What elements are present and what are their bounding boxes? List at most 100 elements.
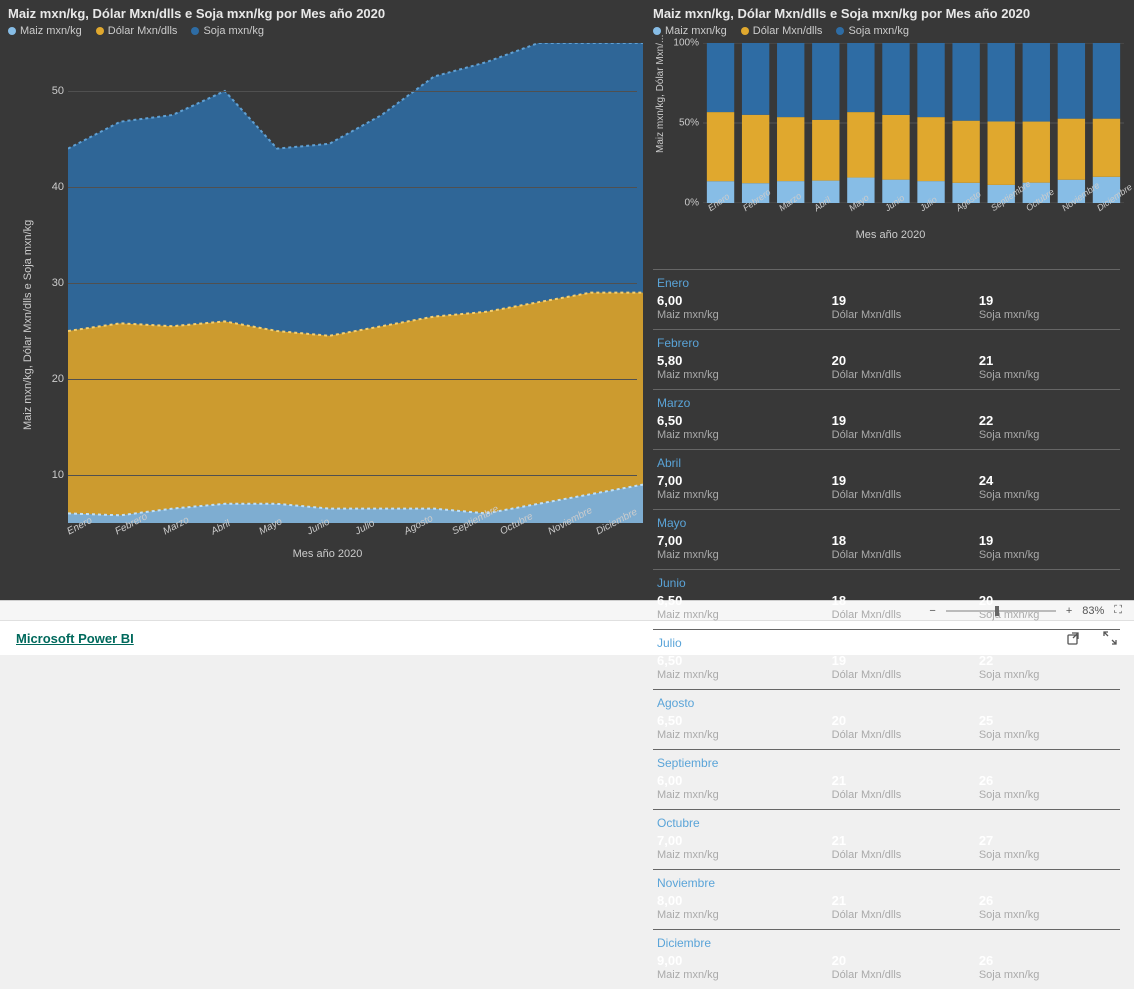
card-value: 19 — [979, 533, 1116, 548]
y-tick: 0% — [669, 198, 699, 209]
data-card[interactable]: Diciembre9,002026Maiz mxn/kgDólar Mxn/dl… — [653, 929, 1120, 989]
card-label: Dólar Mxn/dlls — [832, 669, 969, 681]
card-label: Maiz mxn/kg — [657, 909, 822, 921]
legend-item[interactable]: Dólar Mxn/dlls — [96, 25, 178, 37]
area-chart-svg — [68, 43, 643, 523]
data-card[interactable]: Octubre7,002127Maiz mxn/kgDólar Mxn/dlls… — [653, 809, 1120, 869]
card-month: Julio — [657, 636, 1116, 650]
card-value: 25 — [979, 713, 1116, 728]
area-chart-body[interactable]: 1020304050 — [68, 43, 637, 523]
card-label: Soja mxn/kg — [979, 369, 1116, 381]
card-value: 20 — [979, 593, 1116, 608]
card-month: Febrero — [657, 336, 1116, 350]
card-month: Enero — [657, 276, 1116, 290]
card-value: 7,00 — [657, 833, 822, 848]
card-label: Maiz mxn/kg — [657, 369, 822, 381]
bar-x-axis-label: Mes año 2020 — [653, 229, 1128, 241]
card-label: Maiz mxn/kg — [657, 309, 822, 321]
data-card[interactable]: Julio6,501922Maiz mxn/kgDólar Mxn/dllsSo… — [653, 629, 1120, 689]
card-value: 6,50 — [657, 653, 822, 668]
card-value: 9,00 — [657, 953, 822, 968]
card-value: 18 — [832, 533, 969, 548]
card-label: Maiz mxn/kg — [657, 429, 822, 441]
card-value: 22 — [979, 413, 1116, 428]
card-value: 19 — [832, 413, 969, 428]
legend-dot — [741, 27, 749, 35]
data-card[interactable]: Marzo6,501922Maiz mxn/kgDólar Mxn/dllsSo… — [653, 389, 1120, 449]
data-card[interactable]: Agosto6,502025Maiz mxn/kgDólar Mxn/dllsS… — [653, 689, 1120, 749]
cards-list: Enero 6,00 19 19 Maiz mxn/kg Dólar Mxn/dlls So… — [653, 269, 1128, 989]
area-chart-title: Maiz mxn/kg, Dólar Mxn/dlls e Soja mxn/k… — [8, 6, 647, 21]
legend-item[interactable]: Soja mxn/kg — [836, 25, 909, 37]
right-panel: Maiz mxn/kg, Dólar Mxn/dlls e Soja mxn/k… — [647, 0, 1134, 989]
card-value: 18 — [832, 593, 969, 608]
bar-chart-legend: Maiz mxn/kg Dólar Mxn/dlls Soja mxn/kg — [653, 25, 1128, 37]
legend-label: Dólar Mxn/dlls — [753, 25, 823, 37]
card-label: Soja mxn/kg — [979, 429, 1116, 441]
card-value: 22 — [979, 653, 1116, 668]
card-value: 20 — [832, 353, 969, 368]
card-label: Soja mxn/kg — [979, 909, 1116, 921]
card-label: Maiz mxn/kg — [657, 549, 822, 561]
card-label: Soja mxn/kg — [979, 549, 1116, 561]
zoom-slider-thumb[interactable] — [995, 606, 999, 616]
card-label: Dólar Mxn/dlls — [832, 369, 969, 381]
card-value: 6,50 — [657, 713, 822, 728]
data-card[interactable]: Junio6,501820Maiz mxn/kgDólar Mxn/dllsSo… — [653, 569, 1120, 629]
card-label: Maiz mxn/kg — [657, 669, 822, 681]
card-label: Soja mxn/kg — [979, 729, 1116, 741]
data-card[interactable]: Febrero5,802021Maiz mxn/kgDólar Mxn/dlls… — [653, 329, 1120, 389]
legend-item[interactable]: Soja mxn/kg — [191, 25, 264, 37]
zoom-slider[interactable] — [946, 610, 1056, 612]
card-value: 21 — [832, 893, 969, 908]
legend-dot — [836, 27, 844, 35]
legend-item[interactable]: Maiz mxn/kg — [8, 25, 82, 37]
y-tick: 30 — [40, 277, 64, 289]
card-label: Dólar Mxn/dlls — [832, 429, 969, 441]
data-card[interactable]: Enero6,001919Maiz mxn/kgDólar Mxn/dllsSo… — [653, 269, 1120, 329]
data-card[interactable]: Mayo7,001819Maiz mxn/kgDólar Mxn/dllsSoj… — [653, 509, 1120, 569]
area-x-axis-label: Mes año 2020 — [8, 548, 647, 560]
legend-label: Soja mxn/kg — [203, 25, 264, 37]
card-label: Dólar Mxn/dlls — [832, 729, 969, 741]
card-label: Dólar Mxn/dlls — [832, 849, 969, 861]
card-label: Soja mxn/kg — [979, 489, 1116, 501]
card-value: 24 — [979, 473, 1116, 488]
data-card[interactable]: Septiembre6,002126Maiz mxn/kgDólar Mxn/d… — [653, 749, 1120, 809]
card-label: Dólar Mxn/dlls — [832, 969, 969, 981]
card-value: 19 — [832, 293, 969, 308]
card-label: Dólar Mxn/dlls — [832, 549, 969, 561]
bar-chart-body[interactable]: Maiz mxn/kg, Dólar Mxn/... 0%50%100% — [703, 43, 1124, 203]
card-value: 26 — [979, 893, 1116, 908]
data-card[interactable]: Abril7,001924Maiz mxn/kgDólar Mxn/dllsSo… — [653, 449, 1120, 509]
card-month: Agosto — [657, 696, 1116, 710]
legend-label: Maiz mxn/kg — [665, 25, 727, 37]
card-month: Mayo — [657, 516, 1116, 530]
card-month: Junio — [657, 576, 1116, 590]
card-label: Dólar Mxn/dlls — [832, 489, 969, 501]
area-y-axis-label: Maiz mxn/kg, Dólar Mxn/dlls e Soja mxn/k… — [22, 220, 34, 430]
card-label: Dólar Mxn/dlls — [832, 789, 969, 801]
card-value: 6,50 — [657, 593, 822, 608]
legend-label: Soja mxn/kg — [848, 25, 909, 37]
card-value: 21 — [832, 833, 969, 848]
card-month: Diciembre — [657, 936, 1116, 950]
legend-dot — [191, 27, 199, 35]
card-value: 6,00 — [657, 773, 822, 788]
card-value: 26 — [979, 953, 1116, 968]
card-label: Dólar Mxn/dlls — [832, 909, 969, 921]
card-label: Dólar Mxn/dlls — [832, 309, 969, 321]
cards-scroll[interactable]: Enero 6,00 19 19 Maiz mxn/kg Dólar Mxn/dlls So… — [653, 269, 1128, 989]
card-label: Maiz mxn/kg — [657, 489, 822, 501]
card-label: Soja mxn/kg — [979, 669, 1116, 681]
card-value: 8,00 — [657, 893, 822, 908]
card-label: Soja mxn/kg — [979, 969, 1116, 981]
card-value: 27 — [979, 833, 1116, 848]
card-month: Noviembre — [657, 876, 1116, 890]
y-tick: 20 — [40, 373, 64, 385]
bar-chart-svg — [703, 43, 1124, 203]
data-card[interactable]: Noviembre 8,00 21 26 Maiz mxn/kg Dólar Mxn/dl… — [653, 869, 1120, 929]
legend-item[interactable]: Dólar Mxn/dlls — [741, 25, 823, 37]
card-value: 6,50 — [657, 413, 822, 428]
y-tick: 40 — [40, 181, 64, 193]
